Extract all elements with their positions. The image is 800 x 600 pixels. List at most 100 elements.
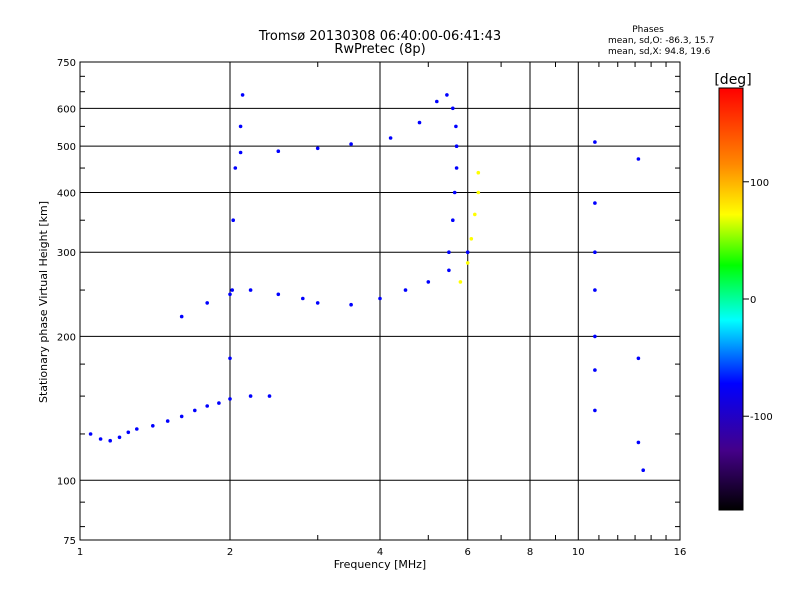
data-point xyxy=(445,93,449,97)
colorbar: [deg] 100 0 -100 xyxy=(714,72,773,511)
data-point xyxy=(248,288,253,292)
chart-title: Tromsø 20130308 06:40:00-06:41:43 xyxy=(258,29,501,44)
data-point xyxy=(593,140,597,144)
data-point xyxy=(454,166,459,170)
y-tick-label: 100 xyxy=(57,476,76,487)
data-point xyxy=(179,414,184,419)
data-point xyxy=(378,296,382,301)
data-point xyxy=(205,404,209,408)
data-point xyxy=(233,166,238,170)
data-point xyxy=(165,419,170,423)
x-tick-label: 1 xyxy=(77,547,83,558)
y-axis-ticks: 75 100 200 300 400 500 600 750 xyxy=(57,58,680,547)
colorbar-tick-label: 100 xyxy=(750,178,769,189)
data-point xyxy=(476,170,481,175)
data-points xyxy=(88,93,645,473)
data-point xyxy=(469,237,474,241)
data-point xyxy=(276,292,281,297)
data-point xyxy=(98,437,103,441)
data-point xyxy=(108,438,112,443)
colorbar-gradient xyxy=(718,87,744,511)
data-point xyxy=(593,368,597,372)
data-point xyxy=(248,394,253,398)
grid-lines xyxy=(80,62,680,540)
data-point xyxy=(228,397,232,401)
data-point xyxy=(231,218,235,222)
data-point xyxy=(238,124,243,129)
data-point xyxy=(230,288,234,292)
data-point xyxy=(217,401,221,405)
stats-line-x: mean, sd,X: 94.8, 19.6 xyxy=(608,47,711,57)
x-tick-label: 8 xyxy=(527,547,533,558)
data-point xyxy=(447,268,451,273)
data-point xyxy=(473,212,477,217)
x-tick-label: 4 xyxy=(377,547,383,558)
y-tick-label: 750 xyxy=(57,58,76,69)
data-point xyxy=(641,468,645,473)
data-point xyxy=(593,201,597,205)
colorbar-ticks: 100 0 -100 xyxy=(743,178,773,423)
data-point xyxy=(593,334,597,339)
data-point xyxy=(435,99,439,104)
x-axis-label: Frequency [MHz] xyxy=(334,558,426,571)
x-tick-label: 16 xyxy=(674,547,687,558)
data-point xyxy=(126,430,131,435)
y-tick-label: 75 xyxy=(63,536,76,547)
stats-heading: Phases xyxy=(632,25,664,35)
data-point xyxy=(135,427,139,431)
data-point xyxy=(315,146,320,151)
data-point xyxy=(593,408,597,413)
data-point xyxy=(465,250,470,254)
y-tick-label: 600 xyxy=(57,104,76,115)
data-point xyxy=(349,142,353,146)
data-point xyxy=(447,250,451,254)
data-point xyxy=(636,440,641,445)
data-point xyxy=(476,190,481,195)
data-point xyxy=(451,218,455,222)
x-axis-ticks: 1 2 4 6 8 10 16 xyxy=(77,62,687,558)
stats-line-o: mean, sd,O: -86.3, 15.7 xyxy=(608,36,714,46)
data-point xyxy=(593,250,597,254)
data-point xyxy=(454,124,458,129)
data-point xyxy=(454,144,459,148)
data-point xyxy=(349,302,353,307)
data-point xyxy=(593,288,597,292)
data-point xyxy=(388,136,393,140)
plot-frame xyxy=(79,61,681,541)
chart-subtitle: RwPretec (8p) xyxy=(334,42,425,57)
data-point xyxy=(205,301,209,305)
data-point xyxy=(636,157,641,161)
colorbar-label: [deg] xyxy=(714,72,751,88)
data-point xyxy=(636,356,641,361)
data-point xyxy=(151,424,155,428)
colorbar-tick-label: -100 xyxy=(750,412,773,423)
x-tick-label: 6 xyxy=(465,547,471,558)
data-point xyxy=(301,296,305,301)
y-tick-label: 300 xyxy=(57,248,76,259)
colorbar-tick-label: 0 xyxy=(750,295,756,306)
x-tick-label: 2 xyxy=(227,547,233,558)
data-point xyxy=(403,288,408,292)
data-point xyxy=(267,394,272,398)
data-point xyxy=(458,280,463,284)
data-point xyxy=(465,261,470,265)
data-point xyxy=(452,190,457,195)
data-point xyxy=(88,432,93,436)
data-point xyxy=(315,301,320,305)
data-point xyxy=(179,314,184,319)
data-point xyxy=(193,408,197,413)
y-tick-label: 400 xyxy=(57,188,76,199)
data-point xyxy=(228,356,232,361)
data-point xyxy=(117,435,122,440)
data-point xyxy=(228,292,232,297)
data-point xyxy=(238,150,243,155)
data-point xyxy=(426,280,431,284)
data-point xyxy=(451,106,455,111)
data-point xyxy=(240,93,245,97)
data-point xyxy=(276,149,281,153)
y-tick-label: 200 xyxy=(57,332,76,343)
y-tick-label: 500 xyxy=(57,142,76,153)
data-point xyxy=(417,120,422,125)
y-axis-label: Stationary phase Virtual Height [km] xyxy=(37,201,50,403)
